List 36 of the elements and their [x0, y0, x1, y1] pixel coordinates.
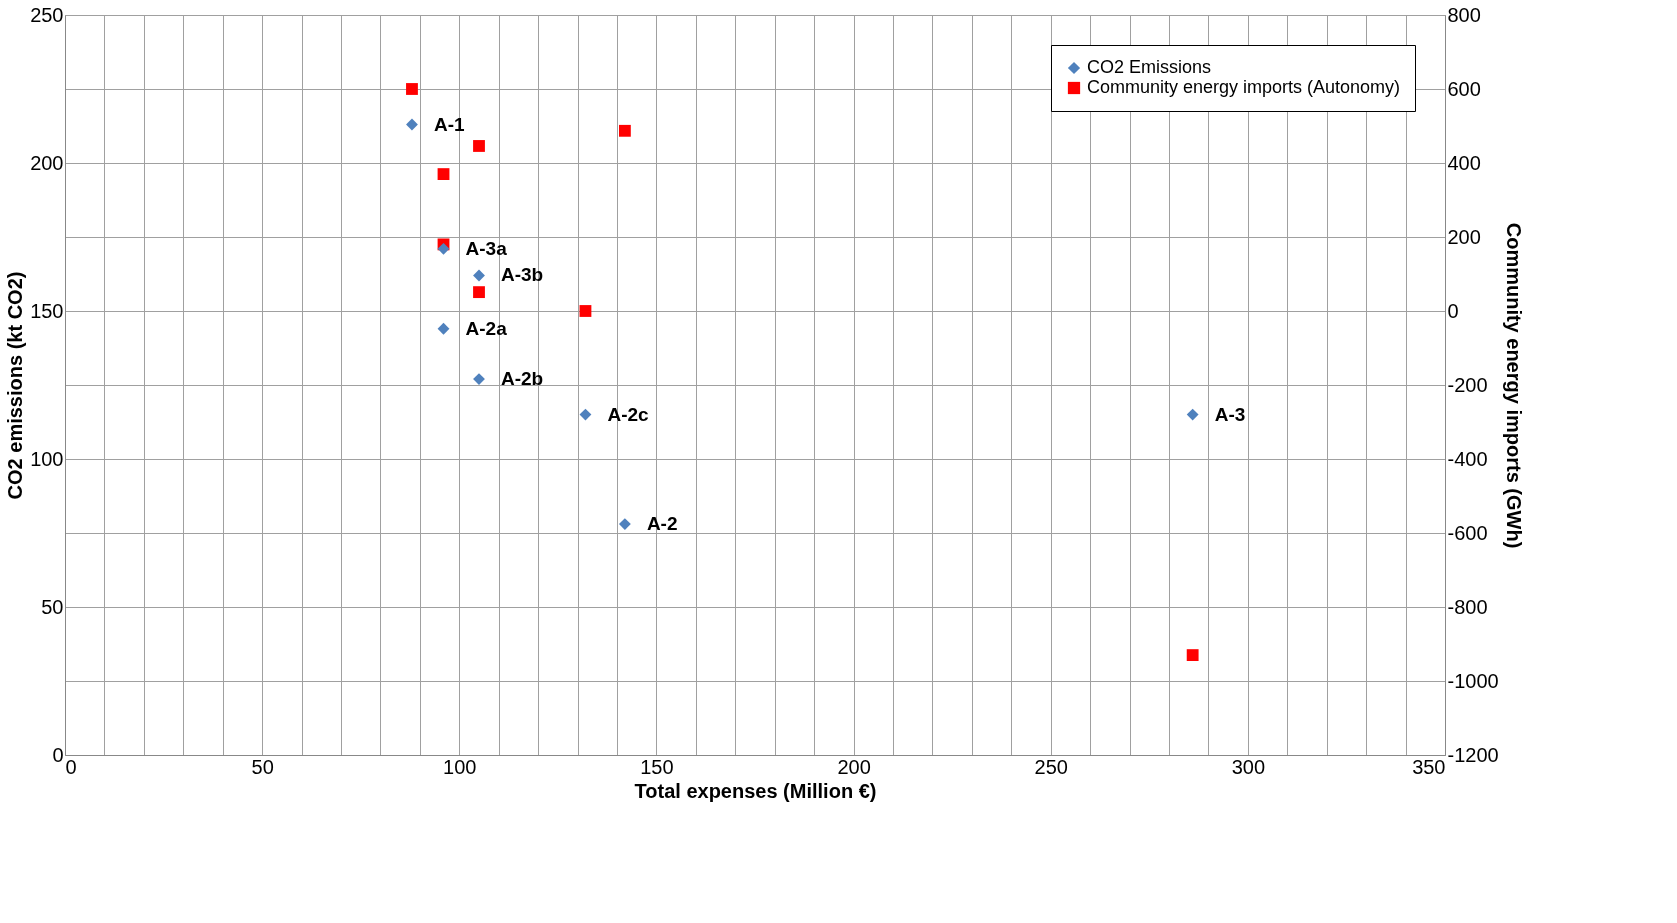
y-tick-label: 150	[30, 299, 64, 322]
y2-tick-label: -1200	[1447, 743, 1499, 766]
annotation: A-3b	[501, 264, 544, 286]
x-tick-label: 100	[443, 755, 477, 778]
annotation: A-3	[1214, 403, 1246, 425]
x-tick-label: 250	[1034, 755, 1068, 778]
y-tick-label: 100	[30, 447, 64, 470]
y-tick-label: 250	[30, 3, 64, 26]
y-axis-title: CO2 emissions (kt CO2)	[4, 271, 27, 500]
y2-tick-label: -400	[1447, 447, 1488, 470]
x-tick-label: 200	[837, 755, 871, 778]
annotation: A-2c	[607, 403, 650, 425]
y2-tick-label: -600	[1447, 521, 1488, 544]
y2-tick-label: 600	[1447, 77, 1481, 100]
y2-tick-label: 800	[1447, 3, 1481, 26]
y2-tick-label: -1000	[1447, 669, 1499, 692]
legend-label: CO2 Emissions	[1087, 57, 1212, 77]
annotation: A-2b	[501, 368, 544, 390]
y2-tick-label: 200	[1447, 225, 1481, 248]
x-tick-label: 300	[1231, 755, 1266, 778]
x-tick-label: 50	[251, 755, 274, 778]
annotation: A-2a	[465, 317, 508, 339]
y-tick-label: 50	[41, 595, 64, 618]
x-axis-title: Total expenses (Million €)	[634, 779, 877, 802]
x-tick-label: 150	[640, 755, 674, 778]
y2-tick-label: -800	[1447, 595, 1488, 618]
annotation: A-3a	[465, 237, 508, 259]
y2-tick-label: 0	[1447, 299, 1459, 322]
y2-axis-title: Community energy imports (GWh)	[1502, 222, 1525, 549]
y2-tick-label: 400	[1447, 151, 1481, 174]
legend-label: Community energy imports (Autonomy)	[1087, 77, 1401, 97]
y2-tick-label: -200	[1447, 373, 1488, 396]
y-tick-label: 200	[30, 151, 64, 174]
annotation: A-1	[433, 113, 466, 135]
x-tick-label: 350	[1412, 755, 1446, 778]
annotation: A-2	[646, 513, 678, 535]
